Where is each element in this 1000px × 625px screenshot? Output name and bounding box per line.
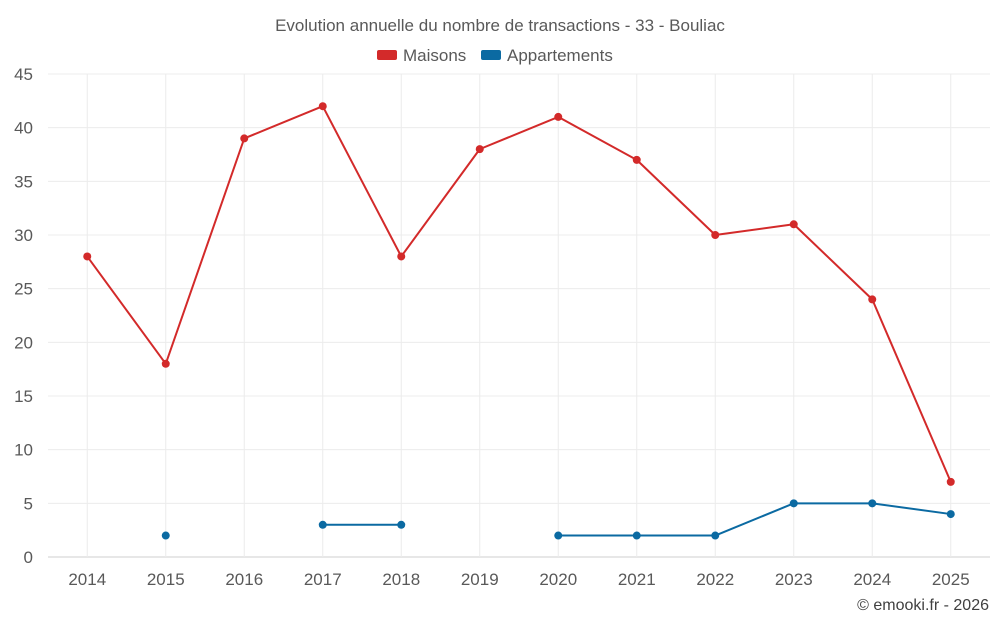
x-tick-label: 2021 <box>618 570 656 589</box>
line-segment-maisons <box>792 223 874 301</box>
credit-text: © emooki.fr - 2026 <box>857 597 989 614</box>
data-point-maisons[interactable] <box>475 145 484 154</box>
x-tick-label: 2020 <box>539 570 577 589</box>
data-point-appartements[interactable] <box>161 531 170 540</box>
data-point-maisons[interactable] <box>789 220 798 229</box>
data-point-maisons[interactable] <box>83 252 92 261</box>
line-segment-maisons <box>243 105 324 140</box>
data-point-appartements[interactable] <box>554 531 563 540</box>
line-segment-maisons <box>478 115 560 151</box>
y-tick-label: 35 <box>14 172 33 191</box>
line-segment-maisons <box>557 115 638 161</box>
data-point-appartements[interactable] <box>946 510 955 519</box>
line-segment-maisons <box>871 298 952 483</box>
line-segment-appartements <box>714 502 795 537</box>
data-point-maisons[interactable] <box>161 359 170 368</box>
line-segment-maisons <box>86 255 167 365</box>
x-tick-label: 2022 <box>696 570 734 589</box>
legend-swatch-maisons <box>377 50 397 60</box>
y-tick-label: 5 <box>24 494 33 513</box>
x-tick-label: 2019 <box>461 570 499 589</box>
line-segment-maisons <box>635 158 717 236</box>
y-axis: 0 5 10 15 20 25 30 35 40 45 <box>14 65 33 567</box>
y-tick-label: 45 <box>14 65 33 84</box>
data-point-appartements[interactable] <box>711 531 720 540</box>
legend: Maisons Appartements <box>377 46 613 65</box>
y-tick-label: 0 <box>24 548 33 567</box>
x-tick-label: 2015 <box>147 570 185 589</box>
y-tick-label: 20 <box>14 333 33 352</box>
line-segment-maisons <box>321 105 403 258</box>
line-segment-maisons <box>714 223 795 236</box>
data-point-maisons[interactable] <box>946 477 955 486</box>
data-point-appartements[interactable] <box>318 520 327 529</box>
data-point-maisons[interactable] <box>240 134 249 143</box>
series-layer <box>83 102 955 540</box>
y-tick-label: 10 <box>14 441 33 460</box>
data-point-maisons[interactable] <box>554 112 563 121</box>
legend-item-maisons[interactable]: Maisons <box>377 46 466 65</box>
x-tick-label: 2025 <box>932 570 970 589</box>
line-segment-appartements <box>871 502 952 516</box>
line-segment-maisons <box>400 148 481 258</box>
gridlines <box>48 73 990 558</box>
y-tick-label: 30 <box>14 226 33 245</box>
line-segment-maisons <box>164 137 246 365</box>
data-point-appartements[interactable] <box>868 499 877 508</box>
x-tick-label: 2023 <box>775 570 813 589</box>
data-point-maisons[interactable] <box>632 155 641 164</box>
legend-swatch-appartements <box>481 50 501 60</box>
data-point-appartements[interactable] <box>397 520 406 529</box>
data-point-maisons[interactable] <box>318 102 327 111</box>
x-tick-label: 2017 <box>304 570 342 589</box>
y-tick-label: 40 <box>14 119 33 138</box>
legend-item-appartements[interactable]: Appartements <box>481 46 613 65</box>
data-point-maisons[interactable] <box>868 295 877 304</box>
x-tick-label: 2018 <box>382 570 420 589</box>
legend-label-maisons: Maisons <box>403 46 466 65</box>
series-appartements <box>161 499 955 540</box>
series-maisons <box>83 102 955 486</box>
data-point-maisons[interactable] <box>711 231 720 239</box>
x-tick-label: 2024 <box>853 570 891 589</box>
x-tick-label: 2016 <box>225 570 263 589</box>
chart-title: Evolution annuelle du nombre de transact… <box>275 16 725 35</box>
y-tick-label: 25 <box>14 280 33 299</box>
data-point-appartements[interactable] <box>632 531 641 540</box>
y-tick-label: 15 <box>14 387 33 406</box>
data-point-maisons[interactable] <box>397 252 406 261</box>
x-axis: 2014 2015 2016 2017 2018 2019 2020 2021 2022 2023… <box>68 570 969 589</box>
data-point-appartements[interactable] <box>789 499 798 508</box>
legend-label-appartements: Appartements <box>507 46 613 65</box>
x-tick-label: 2014 <box>68 570 106 589</box>
